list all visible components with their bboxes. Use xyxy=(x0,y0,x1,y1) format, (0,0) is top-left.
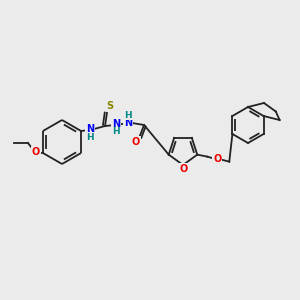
Text: H: H xyxy=(112,128,120,136)
Text: S: S xyxy=(106,101,114,111)
Text: O: O xyxy=(180,164,188,174)
Text: N: N xyxy=(112,119,120,129)
Text: O: O xyxy=(32,147,40,157)
Text: O: O xyxy=(132,137,140,147)
Text: N: N xyxy=(86,124,94,134)
Text: H: H xyxy=(86,133,94,142)
Text: H: H xyxy=(124,110,132,119)
Text: N: N xyxy=(124,118,132,128)
Text: O: O xyxy=(213,154,221,164)
